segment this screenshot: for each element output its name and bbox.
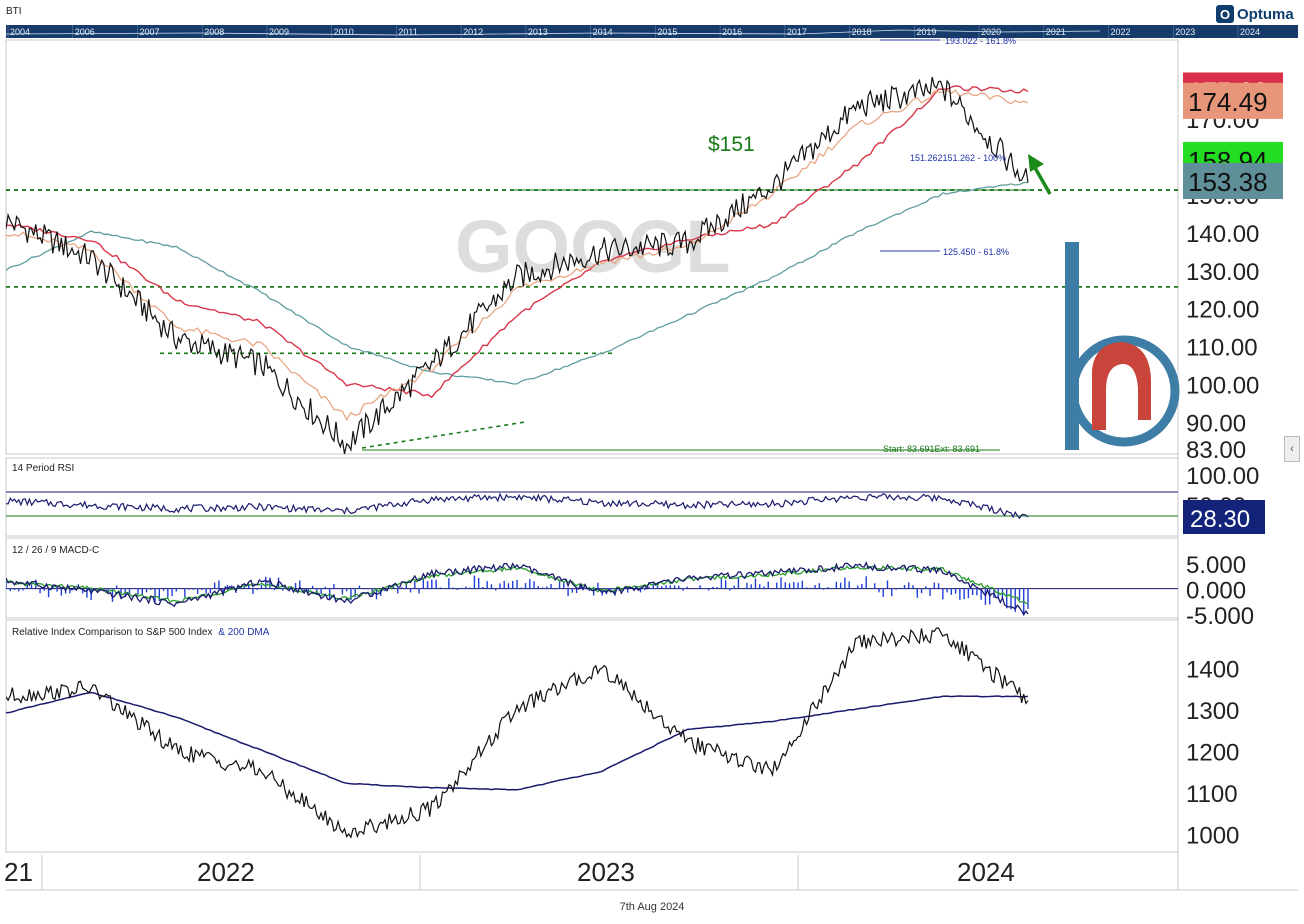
relative-series xyxy=(6,627,1029,839)
rel-index-line xyxy=(6,627,1029,839)
support-trendline xyxy=(361,421,526,449)
rel-title: Relative Index Comparison to S&P 500 Ind… xyxy=(12,627,270,638)
price-tick-label: 83.00 xyxy=(1186,437,1246,464)
overview-year-label: 2010 xyxy=(334,27,354,37)
overview-year-label: 2014 xyxy=(593,27,613,37)
overview-year-label: 2024 xyxy=(1240,27,1260,37)
price-levels xyxy=(6,189,1178,355)
overview-year-label: 2011 xyxy=(398,27,417,37)
time-axis: 21 2022 2023 2024 xyxy=(4,855,1015,890)
price-tick-label: 130.00 xyxy=(1186,259,1259,286)
ma-long-line xyxy=(6,181,1028,385)
overview-year-label: 2013 xyxy=(528,27,548,37)
overview-price-line xyxy=(5,29,1101,36)
macd-title: 12 / 26 / 9 MACD-C xyxy=(12,545,99,556)
rel-tick-label: 1000 xyxy=(1186,822,1239,849)
price-line xyxy=(6,76,1029,454)
overview-year-label: 2018 xyxy=(852,27,872,37)
macd-signal-line xyxy=(6,565,1029,605)
overview-year-label: 2004 xyxy=(10,27,30,37)
overview-year-label: 2023 xyxy=(1175,27,1195,37)
overview-year-label: 2015 xyxy=(657,27,677,37)
overview-year-label: 2012 xyxy=(463,27,483,37)
rel-dma-line xyxy=(6,691,1029,791)
overview-strip[interactable] xyxy=(6,25,1298,38)
rsi-tick-label: 100.00 xyxy=(1186,463,1259,490)
time-tick-label: 21 xyxy=(4,857,33,887)
macd-tick-label: -5.000 xyxy=(1186,603,1254,630)
overview-year-label: 2022 xyxy=(1111,27,1131,37)
arrow-icon xyxy=(1028,154,1052,195)
overview-year-label: 2008 xyxy=(204,27,224,37)
start-ext-label: Start: 83.691Ext: 83.691 xyxy=(883,444,980,454)
overview-year-label: 2006 xyxy=(75,27,95,37)
optuma-logo: O Optuma xyxy=(1216,3,1300,25)
rel-tick-label: 1100 xyxy=(1186,781,1238,808)
last-value-text: 174.49 xyxy=(1188,87,1268,117)
price-tick-label: 120.00 xyxy=(1186,297,1259,324)
rel-tick-label: 1200 xyxy=(1186,739,1239,766)
overview-year-label: 2016 xyxy=(722,27,742,37)
overview-year-label: 2009 xyxy=(269,27,289,37)
overview-year-label: 2021 xyxy=(1046,27,1066,37)
rel-tick-label: 1400 xyxy=(1186,656,1239,683)
rsi-line xyxy=(6,492,1029,520)
fib-100-label: 151.262151.262 - 100% xyxy=(910,153,1006,163)
price-tick-label: 140.00 xyxy=(1186,221,1259,248)
fib-61-label: 125.450 - 61.8% xyxy=(943,247,1009,257)
rsi-badge-bg xyxy=(1183,500,1265,534)
optuma-logo-text: Optuma xyxy=(1237,5,1294,23)
time-tick-label: 2024 xyxy=(957,857,1015,887)
overview-year-label: 2019 xyxy=(916,27,936,37)
symbol-label: BTI xyxy=(6,6,22,17)
rsi-last-value: 28.30 xyxy=(1190,506,1250,533)
overview-year-label: 2017 xyxy=(787,27,807,37)
macd-tick-label: 5.000 xyxy=(1186,552,1246,579)
macd-tick-label: 0.000 xyxy=(1186,578,1246,605)
rel-tick-label: 1300 xyxy=(1186,698,1239,725)
overview-year-label: 2007 xyxy=(139,27,159,37)
footer-date: 7th Aug 2024 xyxy=(620,901,685,913)
price-tick-label: 100.00 xyxy=(1186,373,1259,400)
price-tick-label: 110.00 xyxy=(1186,335,1258,362)
relative-axis: 1400 1300 1200 1100 1000 xyxy=(1186,656,1239,849)
price-series xyxy=(6,76,1029,454)
rsi-series xyxy=(6,492,1029,520)
last-value-badge xyxy=(1183,163,1283,200)
collapse-panel-button[interactable]: ‹ xyxy=(1284,436,1300,462)
brand-logo xyxy=(1065,242,1180,450)
macd-line xyxy=(6,561,1029,616)
time-tick-label: 2023 xyxy=(577,857,635,887)
last-value-badge xyxy=(1183,82,1283,119)
rsi-title: 14 Period RSI xyxy=(12,463,74,474)
last-value-text: 153.38 xyxy=(1188,167,1268,197)
ma-mid-line xyxy=(6,85,1029,399)
time-tick-label: 2022 xyxy=(197,857,255,887)
macd-series xyxy=(6,561,1178,616)
level-label: $151 xyxy=(708,133,755,156)
optuma-mark-icon: O xyxy=(1216,5,1234,23)
rsi-levels xyxy=(6,491,1178,517)
fib-161-label: 193.022 - 161.8% xyxy=(945,36,1016,46)
price-tick-label: 90.00 xyxy=(1186,411,1246,438)
ma-short-line xyxy=(6,89,1029,422)
